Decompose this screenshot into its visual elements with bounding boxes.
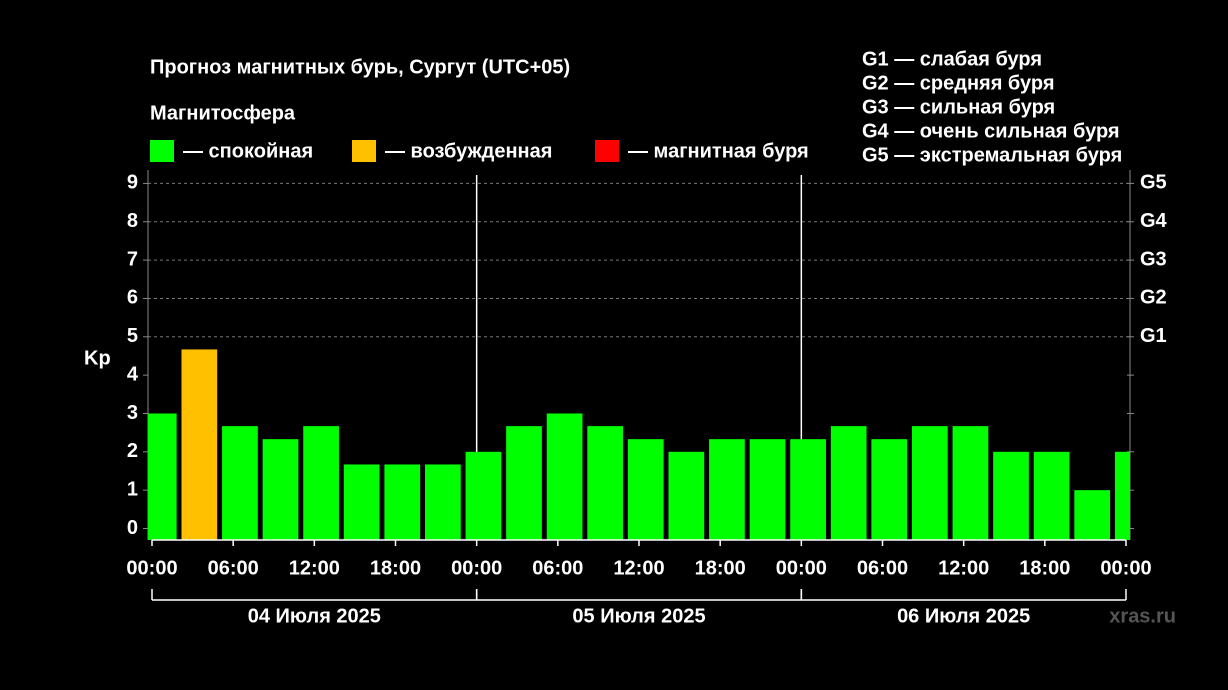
x-tick-label: 00:00: [126, 557, 177, 579]
y-tick-label: 9: [127, 172, 138, 194]
day-label: 04 Июля 2025: [248, 605, 381, 627]
bar: [343, 464, 380, 540]
y2-tick-label: G3: [1140, 248, 1167, 270]
y-tick-label: 5: [127, 325, 138, 347]
bar: [222, 426, 258, 540]
y-tick-label: 3: [127, 402, 138, 424]
bar: [709, 439, 745, 540]
legend-swatch: [352, 140, 376, 162]
watermark: xras.ru: [1109, 605, 1176, 627]
bar: [1033, 451, 1070, 540]
x-tick-label: 00:00: [1100, 557, 1151, 579]
y-tick-label: 1: [127, 478, 138, 500]
storm-legend: G2 — средняя буря: [862, 72, 1055, 94]
bar: [871, 439, 908, 540]
x-tick-label: 00:00: [776, 557, 827, 579]
y-tick-label: 4: [127, 363, 139, 385]
bar: [181, 349, 218, 540]
bar: [1074, 490, 1111, 540]
legend-label: — магнитная буря: [628, 140, 809, 162]
bars: [148, 349, 1130, 540]
x-tick-label: 18:00: [1019, 557, 1070, 579]
bar: [587, 426, 624, 540]
y-tick-label: 0: [127, 517, 138, 539]
storm-legend: G3 — сильная буря: [862, 96, 1055, 118]
storm-legend: G5 — экстремальная буря: [862, 144, 1122, 166]
bar: [993, 451, 1029, 540]
bar: [1114, 451, 1130, 540]
bar: [830, 426, 867, 540]
x-tick-label: 12:00: [613, 557, 664, 579]
storm-legend: G1 — слабая буря: [862, 48, 1042, 70]
day-label: 06 Июля 2025: [897, 605, 1030, 627]
y2-tick-label: G4: [1140, 210, 1168, 232]
y-tick-label: 8: [127, 210, 138, 232]
bar: [303, 426, 339, 540]
day-label: 05 Июля 2025: [572, 605, 705, 627]
bar: [627, 439, 664, 540]
x-tick-label: 06:00: [208, 557, 259, 579]
chart-title: Прогноз магнитных бурь, Сургут (UTC+05): [150, 56, 570, 78]
storm-legend: G4 — очень сильная буря: [862, 120, 1120, 142]
bar: [262, 439, 299, 540]
bar: [506, 426, 542, 540]
bar: [384, 464, 421, 540]
y-tick-label: 6: [127, 287, 138, 309]
x-tick-label: 00:00: [451, 557, 502, 579]
x-tick-label: 18:00: [370, 557, 421, 579]
bar: [668, 451, 705, 540]
bar: [465, 451, 502, 540]
y2-tick-label: G1: [1140, 325, 1167, 347]
y-tick-label: 2: [127, 440, 138, 462]
bar: [546, 413, 583, 540]
bar: [424, 464, 461, 540]
legend-label: — возбужденная: [385, 140, 552, 162]
bar: [148, 413, 177, 540]
x-tick-label: 18:00: [695, 557, 746, 579]
x-tick-label: 06:00: [532, 557, 583, 579]
legend-swatch: [150, 140, 174, 162]
legend-swatch: [595, 140, 619, 162]
x-tick-label: 12:00: [289, 557, 340, 579]
bar: [790, 439, 826, 540]
y-axis-label: Kp: [84, 347, 111, 369]
bar: [749, 439, 786, 540]
y2-tick-label: G2: [1140, 287, 1167, 309]
x-tick-label: 06:00: [857, 557, 908, 579]
x-tick-label: 12:00: [938, 557, 989, 579]
y-tick-label: 7: [127, 248, 138, 270]
legend-label: — спокойная: [183, 140, 313, 162]
legend-title: Магнитосфера: [150, 102, 296, 124]
y2-tick-label: G5: [1140, 172, 1167, 194]
bar: [952, 426, 989, 540]
bar: [911, 426, 948, 540]
